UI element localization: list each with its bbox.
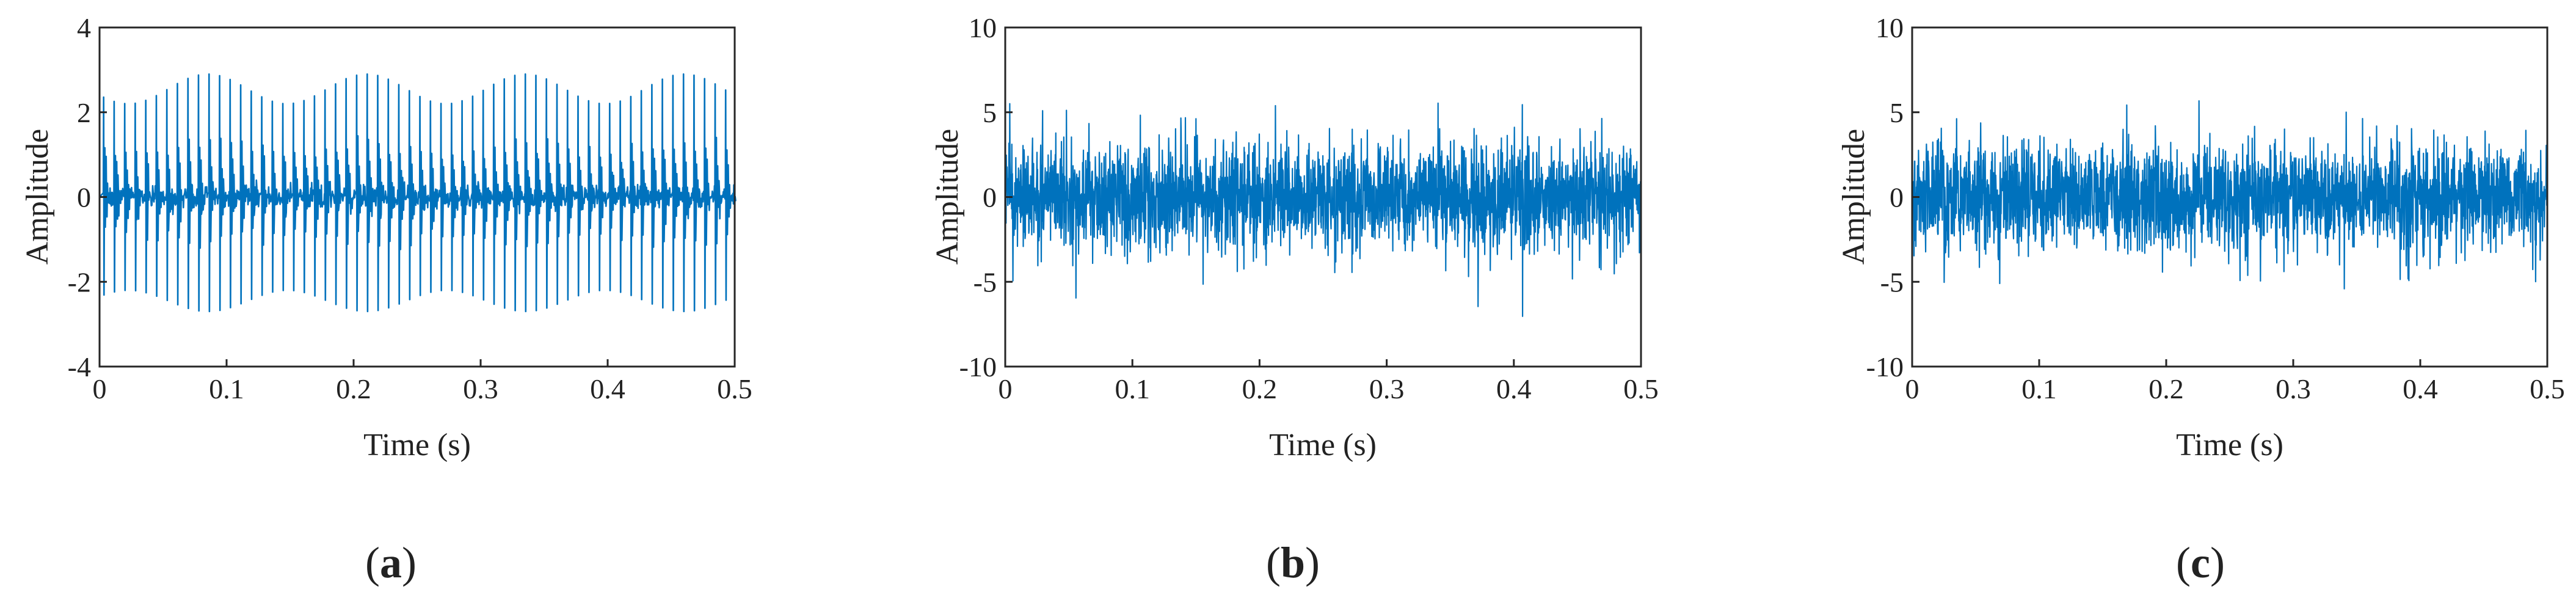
x-tick-label-b: 0.2 <box>1242 373 1278 404</box>
x-tick-label-a: 0.5 <box>717 373 752 404</box>
x-tick-label-b: 0.3 <box>1369 373 1405 404</box>
y-tick-label-c: 0 <box>1890 182 1904 213</box>
x-tick-label-c: 0 <box>1905 373 1919 404</box>
x-tick-label-c: 0.3 <box>2276 373 2311 404</box>
y-axis-label-b: Amplitude <box>930 129 965 265</box>
panel-caption-a: (a) <box>365 538 417 587</box>
y-tick-label-b: -5 <box>973 266 997 298</box>
panel-caption-letter-b: b <box>1281 538 1305 587</box>
x-axis-label-b: Time (s) <box>1269 428 1377 462</box>
x-tick-label-a: 0 <box>93 373 107 404</box>
y-tick-label-c: -10 <box>1866 351 1904 382</box>
axis-ticks-c: 0 0.1 0.2 0.3 0.4 0.5 10 5 0 -5 -10 <box>1866 12 2565 404</box>
axis-ticks-a: 0 0.1 0.2 0.3 0.4 0.5 4 2 0 -2 -4 <box>68 12 752 404</box>
x-tick-label-a: 0.3 <box>463 373 498 404</box>
signal-trace-b <box>1004 102 1642 317</box>
y-tick-label-a: 4 <box>77 12 91 43</box>
x-tick-label-b: 0 <box>999 373 1013 404</box>
y-tick-label-b: 0 <box>983 182 997 213</box>
signal-trace-a <box>99 73 737 313</box>
x-tick-label-c: 0.2 <box>2148 373 2184 404</box>
y-tick-label-b: 10 <box>969 12 997 43</box>
panel-c: 0 0.1 0.2 0.3 0.4 0.5 10 5 0 -5 -10 Time (s) Ampli… <box>1836 12 2565 587</box>
x-tick-label-a: 0.2 <box>336 373 371 404</box>
x-tick-label-a: 0.4 <box>590 373 625 404</box>
y-tick-label-a: 0 <box>77 182 91 213</box>
y-tick-label-a: -4 <box>68 351 91 382</box>
panel-caption-b: (b) <box>1266 538 1320 587</box>
x-tick-label-c: 0.4 <box>2403 373 2438 404</box>
y-tick-label-c: 5 <box>1890 97 1904 128</box>
x-tick-label-c: 0.1 <box>2021 373 2057 404</box>
x-tick-label-c: 0.5 <box>2530 373 2565 404</box>
y-axis-label-c: Amplitude <box>1836 129 1871 265</box>
signal-trace-c <box>1911 100 2549 290</box>
panel-caption-c: (c) <box>2176 538 2225 587</box>
y-tick-label-b: -10 <box>959 351 997 382</box>
y-tick-label-b: 5 <box>983 97 997 128</box>
x-tick-label-b: 0.4 <box>1496 373 1532 404</box>
panel-a: 0 0.1 0.2 0.3 0.4 0.5 4 2 0 -2 -4 Time (s) Amplitu… <box>20 12 752 587</box>
y-axis-label-a: Amplitude <box>20 129 55 265</box>
x-tick-label-b: 0.5 <box>1623 373 1659 404</box>
y-tick-label-a: -2 <box>68 266 91 298</box>
panel-caption-letter-a: a <box>380 538 402 587</box>
y-tick-label-c: 10 <box>1876 12 1904 43</box>
y-tick-label-c: -5 <box>1880 266 1904 298</box>
axis-ticks-b: 0 0.1 0.2 0.3 0.4 0.5 10 5 0 -5 -10 <box>959 12 1659 404</box>
x-tick-label-a: 0.1 <box>209 373 244 404</box>
panel-b: 0 0.1 0.2 0.3 0.4 0.5 10 5 0 -5 -10 Time (s) Ampli… <box>930 12 1659 587</box>
x-axis-label-a: Time (s) <box>363 428 471 462</box>
x-tick-label-b: 0.1 <box>1115 373 1150 404</box>
panel-caption-letter-c: c <box>2191 538 2210 587</box>
x-axis-label-c: Time (s) <box>2176 428 2283 462</box>
y-tick-label-a: 2 <box>77 97 91 128</box>
